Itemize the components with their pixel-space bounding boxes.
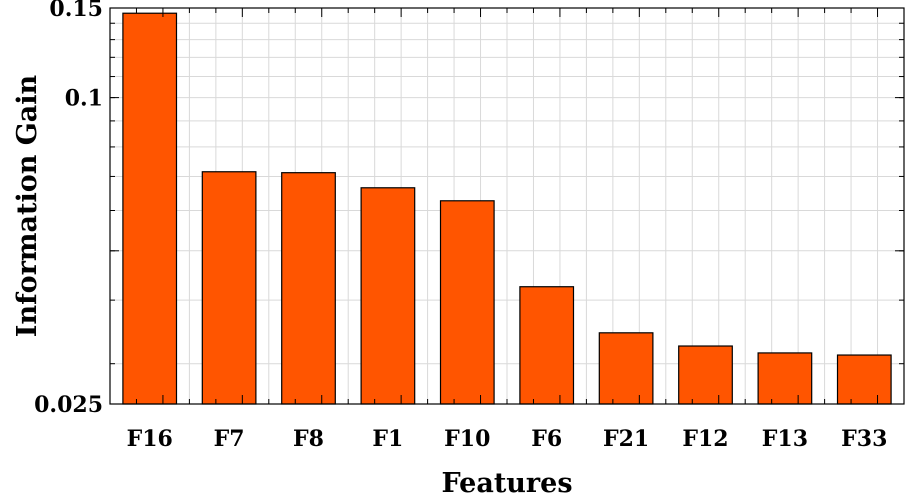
x-tick-label-f21: F21: [603, 426, 649, 452]
bar-f6: [519, 286, 575, 405]
bar-f16: [122, 12, 178, 405]
bar-f7: [201, 171, 257, 405]
bar-f10: [439, 200, 495, 405]
x-tick-label-f13: F13: [762, 426, 808, 452]
x-axis-title: Features: [441, 468, 572, 499]
bars: [122, 12, 892, 405]
y-tick-label: 0.1: [65, 86, 103, 112]
x-tick-label-f7: F7: [214, 426, 245, 452]
bar-f8: [281, 172, 336, 405]
x-tick-label-f16: F16: [127, 426, 173, 452]
bar-f33: [836, 354, 892, 405]
x-tick-label-f8: F8: [293, 426, 324, 452]
y-tick-label: 0.15: [49, 0, 103, 22]
plot-frame: [109, 7, 905, 405]
x-tick-label-f33: F33: [841, 426, 887, 452]
bar-f13: [757, 352, 813, 405]
x-tick-label-f12: F12: [682, 426, 728, 452]
y-tick-label: 0.025: [34, 392, 103, 418]
x-tick-labels: F16 F7 F8 F1 F10 F6 F21 F12 F13 F33: [127, 426, 888, 452]
x-tick-label-f10: F10: [444, 426, 490, 452]
x-tick-label-f1: F1: [372, 426, 403, 452]
y-axis-title: Information Gain: [12, 74, 43, 337]
axis-ticks: [110, 8, 904, 404]
x-tick-label-f6: F6: [531, 426, 562, 452]
y-tick-labels: 0.025 0.1 0.15: [34, 0, 103, 418]
bar-f1: [360, 187, 416, 405]
bar-f12: [678, 345, 733, 405]
bar-f21: [598, 332, 654, 405]
